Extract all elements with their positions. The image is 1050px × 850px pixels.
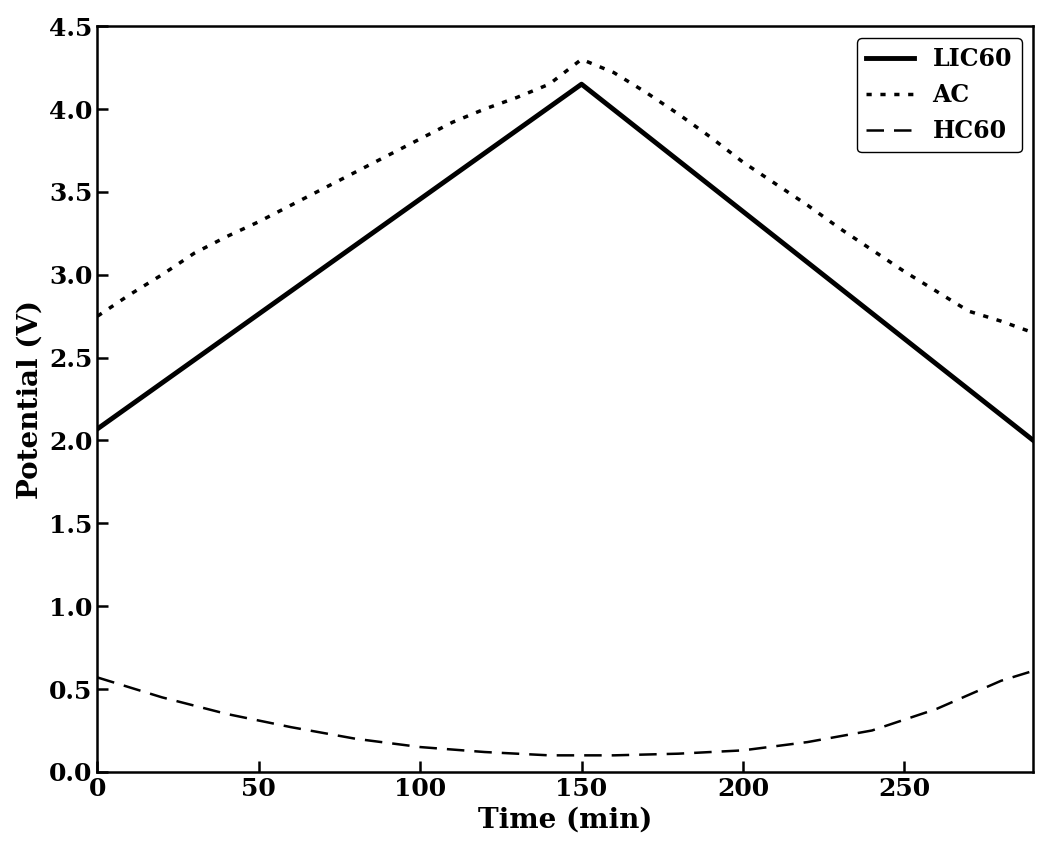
AC [672, 109, 685, 119]
HC60 [575, 751, 588, 761]
AC [930, 286, 943, 297]
AC [188, 248, 201, 258]
AC [963, 306, 975, 316]
HC60 [350, 734, 362, 744]
AC [479, 104, 491, 114]
AC [769, 178, 781, 189]
HC60 [801, 737, 814, 747]
Legend: LIC60, AC, HC60: LIC60, AC, HC60 [857, 38, 1022, 152]
AC [1027, 327, 1040, 337]
AC [446, 117, 459, 128]
HC60 [865, 725, 878, 735]
HC60 [543, 751, 555, 761]
AC [510, 93, 523, 103]
HC60 [930, 704, 943, 714]
HC60 [285, 722, 297, 732]
AC [801, 200, 814, 210]
AC [543, 79, 555, 89]
AC [575, 54, 588, 65]
AC [350, 167, 362, 177]
LIC60 [575, 79, 588, 89]
AC [898, 266, 910, 276]
AC [994, 316, 1007, 326]
AC [608, 67, 621, 77]
Y-axis label: Potential (V): Potential (V) [17, 299, 44, 499]
AC [414, 133, 426, 144]
AC [124, 290, 136, 300]
LIC60 [91, 424, 104, 434]
AC [737, 157, 750, 167]
Line: HC60: HC60 [98, 671, 1033, 756]
AC [220, 231, 233, 241]
HC60 [1027, 666, 1040, 676]
AC [834, 224, 846, 234]
HC60 [608, 751, 621, 761]
HC60 [414, 742, 426, 752]
AC [155, 269, 168, 280]
HC60 [91, 672, 104, 683]
AC [252, 217, 265, 227]
AC [91, 311, 104, 321]
AC [705, 132, 717, 142]
HC60 [737, 745, 750, 756]
AC [317, 184, 330, 194]
AC [639, 88, 652, 98]
HC60 [155, 692, 168, 702]
AC [285, 200, 297, 210]
HC60 [479, 747, 491, 757]
AC [381, 150, 394, 161]
HC60 [994, 676, 1007, 686]
AC [865, 245, 878, 255]
Line: AC: AC [98, 60, 1033, 332]
HC60 [672, 749, 685, 759]
HC60 [220, 709, 233, 719]
Line: LIC60: LIC60 [98, 84, 1033, 440]
X-axis label: Time (min): Time (min) [478, 807, 653, 833]
LIC60 [1027, 435, 1040, 445]
